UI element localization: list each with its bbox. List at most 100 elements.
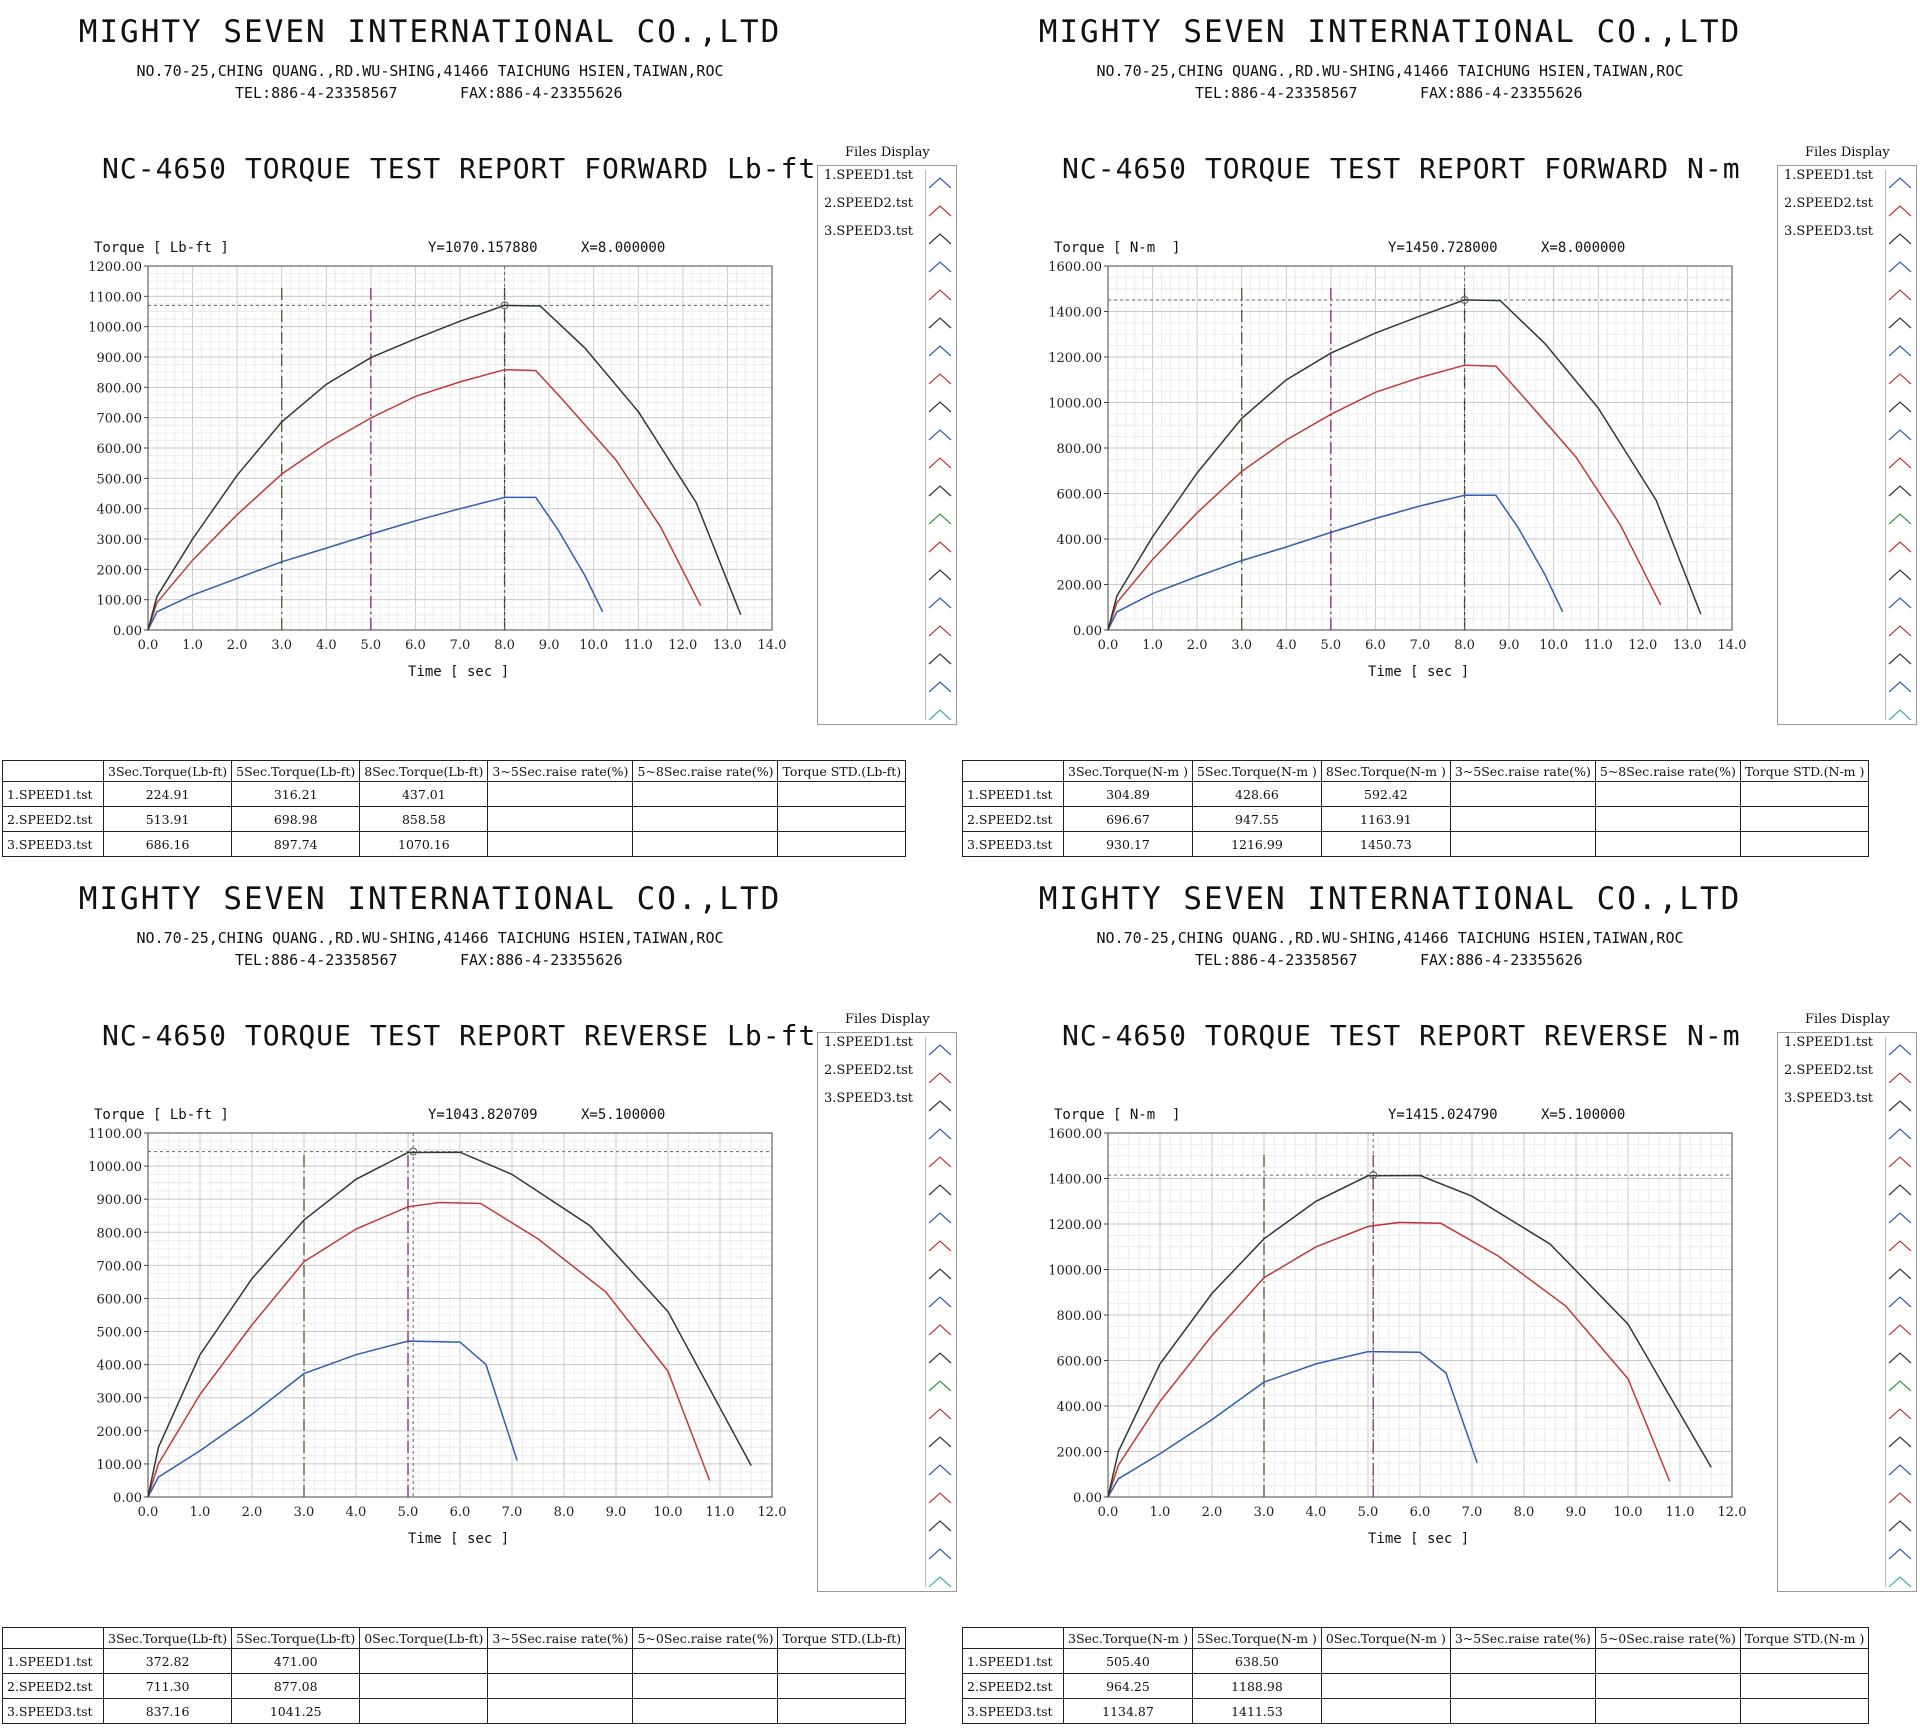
table-header-cell	[2, 1627, 104, 1649]
file-item-speed2[interactable]: 2.SPEED2.tst	[1784, 196, 1873, 211]
y-axis-label: Torque [ Lb-ft ]	[94, 1107, 229, 1123]
x-tick-label: 14.0	[1718, 638, 1747, 653]
x-tick-label: 5.0	[1321, 638, 1342, 653]
table-cell: 698.98	[231, 806, 361, 832]
legend-zigzag	[1888, 569, 1912, 581]
file-item-speed1[interactable]: 1.SPEED1.tst	[1784, 1035, 1873, 1050]
table-cell	[1594, 1698, 1741, 1724]
legend-zigzag	[1888, 513, 1912, 525]
legend-zigzag	[928, 1548, 952, 1560]
y-tick-label: 1000.00	[88, 321, 142, 336]
color-legend-strip	[1885, 170, 1912, 720]
legend-zigzag	[928, 1128, 952, 1140]
table-row: 3.SPEED3.tst 930.17 1216.99 1450.73	[962, 831, 1870, 857]
file-item-speed2[interactable]: 2.SPEED2.tst	[824, 1063, 913, 1078]
x-tick-label: 8.0	[1514, 1505, 1535, 1520]
table-header-cell: 5Sec.Torque(N-m )	[1191, 760, 1322, 782]
table-cell: 316.21	[231, 781, 361, 807]
series-line-speed1	[1107, 1350, 1478, 1498]
color-legend-strip	[925, 1037, 952, 1587]
file-item-speed1[interactable]: 1.SPEED1.tst	[824, 1035, 913, 1050]
table-header-cell: 3~5Sec.raise rate(%)	[1449, 1627, 1596, 1649]
table-cell: 1216.99	[1191, 831, 1322, 857]
y-tick-label: 400.00	[1057, 1400, 1103, 1415]
legend-zigzag	[1888, 625, 1912, 637]
y-tick-label: 0.00	[1073, 624, 1102, 639]
table-header-cell: 8Sec.Torque(Lb-ft)	[359, 760, 489, 782]
y-tick-label: 200.00	[1057, 1446, 1103, 1461]
legend-zigzag	[1888, 1492, 1912, 1504]
legend-zigzag	[1888, 177, 1912, 189]
table-header-cell: Torque STD.(Lb-ft)	[777, 760, 907, 782]
file-item-speed3[interactable]: 3.SPEED3.tst	[824, 224, 913, 239]
file-item-speed3[interactable]: 3.SPEED3.tst	[1784, 224, 1873, 239]
file-item-speed3[interactable]: 3.SPEED3.tst	[824, 1091, 913, 1106]
y-tick-label: 600.00	[1057, 1355, 1103, 1370]
file-item-speed3[interactable]: 3.SPEED3.tst	[1784, 1091, 1873, 1106]
report-panel-3: MIGHTY SEVEN INTERNATIONAL CO.,LTD NO.70…	[0, 867, 960, 1734]
table-cell	[487, 1673, 634, 1699]
legend-zigzag	[1888, 681, 1912, 693]
legend-zigzag	[1888, 1408, 1912, 1420]
y-axis-label: Torque [ N-m ]	[1054, 240, 1181, 256]
table-cell: 2.SPEED2.tst	[962, 806, 1064, 832]
x-axis-label: Time [ sec ]	[408, 664, 510, 680]
table-cell: 224.91	[102, 781, 233, 807]
x-tick-label: 5.0	[1358, 1505, 1379, 1520]
files-display-list[interactable]: 1.SPEED1.tst 2.SPEED2.tst 3.SPEED3.tst	[817, 165, 957, 725]
series-line-speed3	[147, 304, 742, 631]
x-tick-label: 13.0	[1673, 638, 1702, 653]
table-cell	[777, 806, 907, 832]
cursor-readout-y: Y=1043.820709	[428, 1107, 538, 1123]
report-title: NC-4650 TORQUE TEST REPORT REVERSE N-m	[1062, 1019, 1741, 1052]
company-address: NO.70-25,CHING QUANG.,RD.WU-SHING,41466 …	[136, 929, 724, 947]
legend-zigzag	[1888, 233, 1912, 245]
files-display-list[interactable]: 1.SPEED1.tst 2.SPEED2.tst 3.SPEED3.tst	[817, 1032, 957, 1592]
cursor-point	[500, 301, 509, 310]
legend-zigzag	[1888, 1548, 1912, 1560]
table-row: 3.SPEED3.tst 837.16 1041.25	[2, 1698, 907, 1724]
y-tick-label: 800.00	[1057, 442, 1103, 457]
table-cell	[1739, 831, 1870, 857]
series-line-speed1	[1107, 494, 1564, 631]
x-tick-label: 0.0	[138, 638, 159, 653]
table-cell	[1320, 1648, 1451, 1674]
legend-zigzag	[928, 1576, 952, 1587]
x-tick-label: 11.0	[624, 638, 653, 653]
file-item-speed1[interactable]: 1.SPEED1.tst	[1784, 168, 1873, 183]
legend-zigzag	[1888, 485, 1912, 497]
company-name: MIGHTY SEVEN INTERNATIONAL CO.,LTD	[1038, 14, 1742, 50]
file-item-speed2[interactable]: 2.SPEED2.tst	[1784, 1063, 1873, 1078]
company-address: NO.70-25,CHING QUANG.,RD.WU-SHING,41466 …	[136, 62, 724, 80]
table-cell: 3.SPEED3.tst	[962, 1698, 1064, 1724]
legend-zigzag	[1888, 1520, 1912, 1532]
file-item-speed1[interactable]: 1.SPEED1.tst	[824, 168, 913, 183]
x-tick-label: 0.0	[1098, 1505, 1119, 1520]
legend-zigzag	[1888, 541, 1912, 553]
table-cell: 1070.16	[359, 831, 489, 857]
x-tick-label: 3.0	[1254, 1505, 1275, 1520]
x-tick-label: 4.0	[346, 1505, 367, 1520]
files-display-list[interactable]: 1.SPEED1.tst 2.SPEED2.tst 3.SPEED3.tst	[1777, 1032, 1917, 1592]
legend-zigzag	[1888, 429, 1912, 441]
torque-chart: 0.0 1.0 2.0 3.0 4.0 5.0 6.0 7.0 8.0 9.0 10.0 11.0 12…	[88, 1127, 786, 1520]
table-header-cell: Torque STD.(Lb-ft)	[777, 1627, 907, 1649]
table-row: 3.SPEED3.tst 1134.87 1411.53	[962, 1698, 1870, 1724]
cursor-readout-y: Y=1450.728000	[1388, 240, 1498, 256]
table-header-cell: 5~8Sec.raise rate(%)	[1594, 760, 1741, 782]
cursor-point	[1460, 295, 1469, 304]
x-tick-label: 0.0	[138, 1505, 159, 1520]
files-display-list[interactable]: 1.SPEED1.tst 2.SPEED2.tst 3.SPEED3.tst	[1777, 165, 1917, 725]
company-name: MIGHTY SEVEN INTERNATIONAL CO.,LTD	[78, 881, 782, 917]
file-item-speed2[interactable]: 2.SPEED2.tst	[824, 196, 913, 211]
table-cell	[1739, 806, 1870, 832]
table-row: 2.SPEED2.tst 513.91 698.98 858.58	[2, 806, 907, 832]
legend-zigzag	[928, 1156, 952, 1168]
x-tick-label: 11.0	[706, 1505, 735, 1520]
legend-zigzag	[1888, 1296, 1912, 1308]
table-cell: 304.89	[1063, 781, 1193, 807]
x-axis-label: Time [ sec ]	[1368, 1531, 1470, 1547]
x-tick-label: 6.0	[1410, 1505, 1431, 1520]
legend-zigzag	[1888, 345, 1912, 357]
table-cell: 1134.87	[1063, 1698, 1193, 1724]
